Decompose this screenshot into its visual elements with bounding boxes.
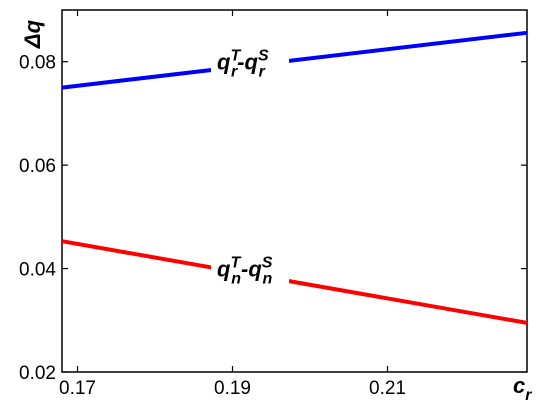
y-axis-label: Δq [20, 19, 45, 49]
y-tick-label: 0.06 [19, 156, 56, 177]
x-tick-label: 0.21 [369, 378, 406, 399]
series-label-bg [211, 252, 289, 289]
series-line-0 [61, 30, 528, 90]
plot-frame [61, 9, 528, 373]
series-label-0: qT r-qS r [217, 47, 269, 80]
series-label-1: qT n-qS n [217, 254, 273, 287]
y-tick-label: 0.04 [19, 260, 56, 281]
x-tick-label: 0.17 [59, 378, 96, 399]
y-tick-label: 0.02 [19, 363, 56, 384]
series-line-1 [61, 239, 528, 325]
series-label-bg [211, 45, 289, 82]
x-tick-label: 0.19 [214, 378, 251, 399]
y-tick-label: 0.08 [19, 53, 56, 74]
x-axis-label: cr [513, 373, 532, 404]
